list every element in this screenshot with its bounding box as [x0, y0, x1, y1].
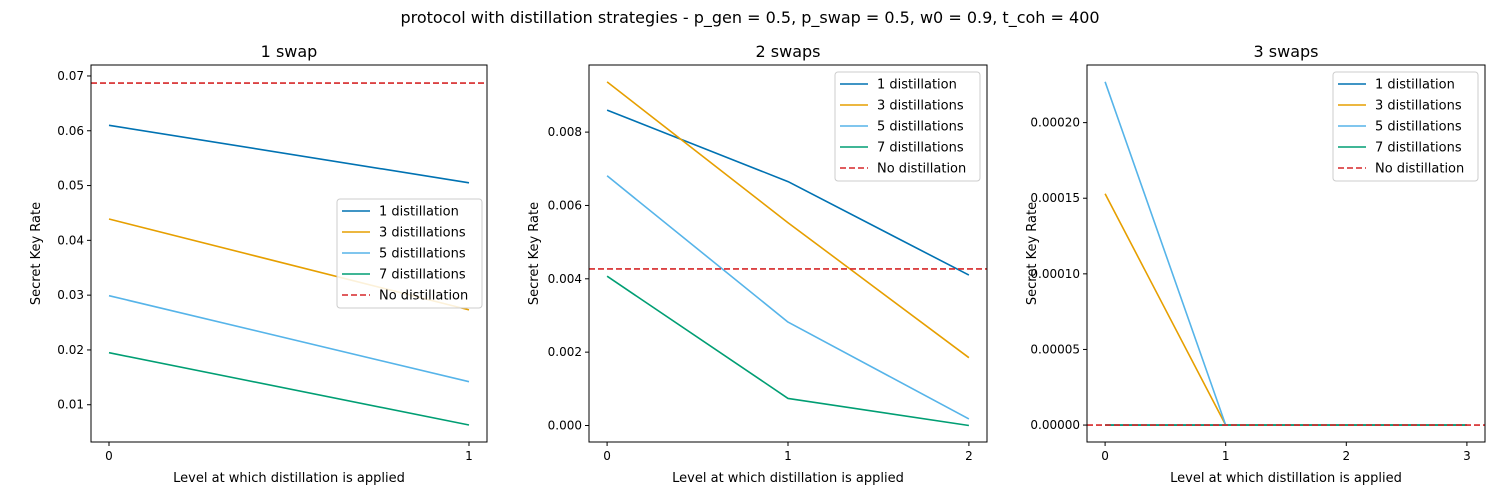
legend-label: 5 distillations — [379, 247, 466, 262]
legend-label: 1 distillation — [379, 205, 459, 220]
legend-label: 3 distillations — [1375, 99, 1462, 114]
subplots: 1 swap 0 1 0.01 0.02 0.03 0.04 0.05 0.06 0.07 Leve… — [29, 42, 1486, 486]
x-axis-label: Level at which distillation is applied — [1170, 471, 1402, 486]
axes-frame — [588, 64, 988, 443]
series-line — [606, 81, 970, 359]
series-line — [606, 109, 970, 276]
legend-label: No distillation — [379, 289, 468, 304]
legend: 1 distillation 3 distillations 5 distillat… — [834, 71, 981, 182]
y-axis-label: Secret Key Rate — [29, 202, 44, 305]
y-tick-label: 0.004 — [548, 272, 582, 286]
series-line — [108, 124, 470, 184]
legend-label: 7 distillations — [379, 268, 466, 283]
series-line — [108, 351, 470, 426]
series-lines — [91, 82, 487, 426]
legend-label: 3 distillations — [379, 226, 466, 241]
x-tick-label: 2 — [965, 449, 973, 463]
x-tick-label: 2 — [1342, 449, 1350, 463]
x-tick-label: 0 — [105, 449, 113, 463]
legend-label: 1 distillation — [877, 78, 957, 93]
x-axis-label: Level at which distillation is applied — [173, 471, 405, 486]
legend-box — [1332, 71, 1479, 182]
legend-label: 5 distillations — [1375, 120, 1462, 135]
legend-label: 7 distillations — [877, 141, 964, 156]
legend: 1 distillation 3 distillations 5 distillat… — [336, 198, 483, 309]
y-tick-label: 0.00015 — [1030, 191, 1080, 205]
y-tick-label: 0.04 — [57, 233, 84, 247]
x-tick-label: 3 — [1463, 449, 1471, 463]
figure-suptitle: protocol with distillation strategies - … — [400, 8, 1099, 28]
legend-label: 1 distillation — [1375, 78, 1455, 93]
y-tick-label: 0.006 — [548, 198, 582, 212]
series-line — [108, 294, 470, 383]
series-lines — [1087, 81, 1485, 426]
legend-label: 3 distillations — [877, 99, 964, 114]
subplot-title: 1 swap — [261, 42, 318, 61]
subplot-title: 3 swaps — [1254, 42, 1319, 61]
legend: 1 distillation 3 distillations 5 distillat… — [1332, 71, 1479, 182]
legend-label: 5 distillations — [877, 120, 964, 135]
series-line — [606, 175, 970, 420]
y-axis-label: Secret Key Rate — [527, 202, 542, 305]
y-tick-label: 0.01 — [57, 398, 84, 412]
y-tick-label: 0.06 — [57, 124, 84, 138]
x-tick-label: 0 — [1101, 449, 1109, 463]
x-tick-label: 1 — [1222, 449, 1230, 463]
x-tick-label: 1 — [465, 449, 473, 463]
axes-frame — [90, 64, 488, 443]
x-axis-label: Level at which distillation is applied — [672, 471, 904, 486]
subplot-2: 2 swaps 0 1 2 0.000 0.002 0.004 0.006 0.008 Level… — [527, 42, 988, 486]
legend-label: No distillation — [1375, 162, 1464, 177]
y-tick-label: 0.000 — [548, 418, 582, 432]
y-tick-label: 0.02 — [57, 343, 84, 357]
y-tick-label: 0.00000 — [1030, 418, 1080, 432]
series-line — [1104, 193, 1467, 426]
y-tick-label: 0.002 — [548, 345, 582, 359]
series-lines — [589, 81, 987, 427]
y-tick-label: 0.03 — [57, 288, 84, 302]
y-axis-label: Secret Key Rate — [1025, 202, 1040, 305]
y-tick-label: 0.008 — [548, 125, 582, 139]
legend-box — [834, 71, 981, 182]
subplot-1: 1 swap 0 1 0.01 0.02 0.03 0.04 0.05 0.06 0.07 Leve… — [29, 42, 488, 486]
y-tick-label: 0.07 — [57, 69, 84, 83]
series-line — [606, 275, 970, 427]
y-tick-label: 0.00005 — [1030, 342, 1080, 356]
y-tick-label: 0.00010 — [1030, 267, 1080, 281]
subplot-title: 2 swaps — [756, 42, 821, 61]
x-tick-label: 0 — [603, 449, 611, 463]
y-tick-label: 0.05 — [57, 179, 84, 193]
legend-box — [336, 198, 483, 309]
legend-label: No distillation — [877, 162, 966, 177]
axes-frame — [1086, 64, 1486, 443]
x-tick-label: 1 — [784, 449, 792, 463]
legend-label: 7 distillations — [1375, 141, 1462, 156]
y-tick-label: 0.00020 — [1030, 116, 1080, 130]
subplot-3: 3 swaps 0 1 2 3 0.00000 0.00005 0.00010 0.00015 0… — [1025, 42, 1486, 486]
